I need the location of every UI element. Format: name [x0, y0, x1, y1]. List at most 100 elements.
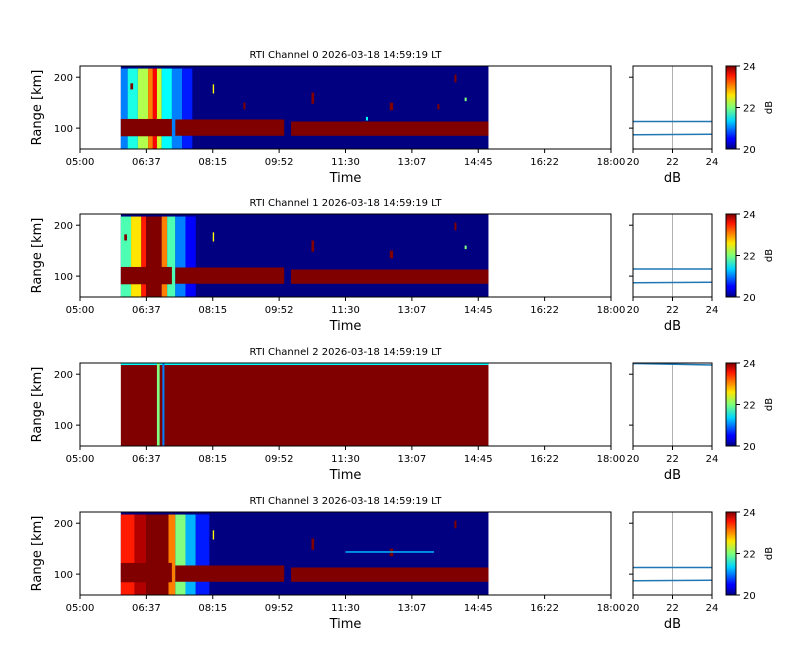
- y-axis-label: Range [km]: [30, 516, 45, 592]
- x-tick-label: 09:52: [265, 603, 294, 614]
- y-tick-label: 200: [54, 73, 73, 84]
- heatmap: [120, 512, 489, 595]
- colorbar-tick-label: 20: [743, 591, 756, 602]
- profile-line: [632, 281, 713, 284]
- x-tick-label: 08:15: [198, 603, 227, 614]
- x-tick-label: 18:00: [597, 305, 626, 316]
- colorbar-tick-label: 24: [743, 508, 756, 519]
- heatmap-cell: [171, 68, 183, 149]
- colorbar-tick-label: 22: [743, 252, 756, 263]
- rti-panel-2: RTI Channel 2 2026-03-18 14:59:19 LT 05:0…: [30, 347, 775, 483]
- profile-x-tick-label: 22: [666, 157, 679, 168]
- x-tick-label: 08:15: [198, 305, 227, 316]
- x-tick-label: 13:07: [397, 603, 426, 614]
- heatmap-cell: [464, 245, 467, 250]
- profile-x-tick-label: 24: [706, 305, 719, 316]
- heatmap-cell: [152, 68, 157, 149]
- x-tick-label: 14:45: [464, 603, 493, 614]
- colorbar-tick-label: 24: [743, 359, 756, 370]
- heatmap-cell: [345, 551, 434, 553]
- x-axis-label: Time: [329, 171, 362, 186]
- x-axis-label: Time: [329, 617, 362, 632]
- colorbar: [725, 65, 737, 150]
- heatmap-cell: [120, 216, 132, 297]
- heatmap-cell: [120, 514, 135, 595]
- x-tick-label: 09:52: [265, 157, 294, 168]
- colorbar: [725, 362, 737, 447]
- profile-line: [632, 362, 713, 366]
- heatmap-cell: [148, 68, 153, 149]
- heatmap-cell: [311, 538, 315, 550]
- heatmap-base-cell: [120, 363, 489, 446]
- heatmap-cell: [146, 514, 169, 595]
- y-axis-label: Range [km]: [30, 70, 45, 146]
- heatmap-cell: [161, 216, 168, 297]
- x-tick-label: 11:30: [331, 603, 360, 614]
- x-tick-label: 05:00: [66, 454, 95, 465]
- colorbar: [725, 511, 737, 596]
- x-tick-label: 11:30: [331, 454, 360, 465]
- x-tick-label: 18:00: [597, 157, 626, 168]
- profile-x-axis-label: dB: [664, 319, 681, 334]
- x-tick-label: 06:37: [132, 603, 161, 614]
- heatmap-cell: [131, 216, 142, 297]
- colorbar-tick-label: 24: [743, 62, 756, 73]
- y-tick-label: 200: [54, 370, 73, 381]
- x-axis-label: Time: [329, 319, 362, 334]
- y-tick-label: 100: [54, 570, 73, 581]
- colorbar-tick-label: 22: [743, 550, 756, 561]
- heatmap: [120, 214, 489, 297]
- heatmap-cell: [141, 216, 147, 297]
- profile-x-tick-label: 22: [666, 305, 679, 316]
- heatmap-cell: [291, 269, 489, 284]
- profile-x-tick-label: 20: [627, 305, 640, 316]
- x-tick-label: 16:22: [530, 305, 559, 316]
- x-tick-label: 14:45: [464, 454, 493, 465]
- heatmap-cell: [185, 514, 196, 595]
- rti-panel-0: RTI Channel 0 2026-03-18 14:59:19 LT 05:0…: [30, 50, 775, 186]
- heatmap-cell: [120, 363, 489, 366]
- heatmap-cell: [454, 520, 457, 529]
- heatmap-cell: [389, 250, 394, 259]
- colorbar-tick-label: 20: [743, 293, 756, 304]
- heatmap-cell: [291, 567, 489, 582]
- heatmap-cell: [168, 514, 176, 595]
- profile-x-tick-label: 20: [627, 454, 640, 465]
- heatmap-cell: [161, 68, 172, 149]
- heatmap-cell: [454, 74, 457, 83]
- heatmap-cell: [134, 514, 147, 595]
- colorbar-tick-label: 20: [743, 442, 756, 453]
- heatmap-cell: [120, 562, 172, 583]
- x-tick-label: 08:15: [198, 157, 227, 168]
- profile-line: [632, 579, 713, 582]
- heatmap-cell: [156, 68, 162, 149]
- heatmap-cell: [120, 266, 172, 285]
- x-tick-label: 06:37: [132, 305, 161, 316]
- x-tick-label: 13:07: [397, 454, 426, 465]
- x-tick-label: 06:37: [132, 157, 161, 168]
- x-tick-label: 08:15: [198, 454, 227, 465]
- heatmap: [120, 363, 489, 446]
- heatmap-cell: [146, 216, 162, 297]
- y-axis-label: Range [km]: [30, 367, 45, 443]
- heatmap-cell: [212, 84, 215, 94]
- profile-x-tick-label: 22: [666, 603, 679, 614]
- panel-title: RTI Channel 1 2026-03-18 14:59:19 LT: [250, 198, 443, 209]
- heatmap-cell: [311, 240, 315, 252]
- profile-line: [632, 133, 713, 136]
- heatmap-cell: [185, 216, 196, 297]
- colorbar-tick-label: 24: [743, 210, 756, 221]
- heatmap-cell: [195, 514, 210, 595]
- heatmap-cell: [175, 216, 186, 297]
- x-tick-label: 06:37: [132, 454, 161, 465]
- heatmap-cell: [137, 68, 149, 149]
- heatmap-cell: [175, 565, 285, 582]
- x-tick-label: 09:52: [265, 305, 294, 316]
- heatmap-cell: [212, 232, 215, 242]
- colorbar-tick-label: 22: [743, 104, 756, 115]
- heatmap: [120, 66, 489, 149]
- x-tick-label: 13:07: [397, 305, 426, 316]
- colorbar-tick-label: 20: [743, 145, 756, 156]
- x-tick-label: 16:22: [530, 157, 559, 168]
- rti-panel-1: RTI Channel 1 2026-03-18 14:59:19 LT 05:0…: [30, 198, 775, 334]
